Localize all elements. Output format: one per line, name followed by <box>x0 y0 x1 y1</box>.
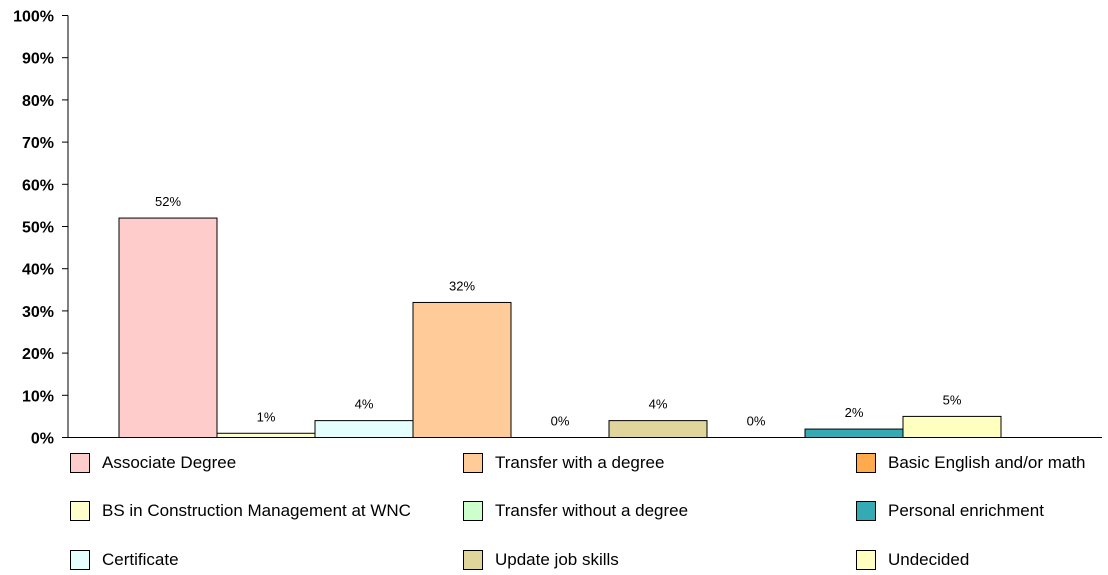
bar <box>118 217 218 438</box>
chart-axes: 0% 10% 20% 30% 40% 50% 60% 70% 80% 90% 100% <box>13 9 1102 448</box>
y-tick-label: 50% <box>22 220 54 237</box>
bar <box>216 432 316 438</box>
data-label: 0% <box>551 414 570 429</box>
y-tick-label: 60% <box>22 177 54 194</box>
y-tick-label: 10% <box>22 388 54 405</box>
bar <box>608 420 708 438</box>
y-tick-label: 30% <box>22 304 54 321</box>
data-label: 0% <box>747 414 766 429</box>
chart-bars <box>118 217 1002 438</box>
y-tick-label: 90% <box>22 51 54 68</box>
y-tick-label: 100% <box>13 9 54 26</box>
data-label: 52% <box>155 194 181 209</box>
y-tick-label: 40% <box>22 262 54 279</box>
data-label: 5% <box>943 392 962 407</box>
y-tick-label: 80% <box>22 93 54 110</box>
bar <box>804 428 904 438</box>
bar <box>902 415 1002 438</box>
chart-data-labels: 52% 1% 4% 32% 0% 4% 0% 2% 5% <box>155 194 962 428</box>
data-label: 2% <box>845 405 864 420</box>
y-tick-label: 70% <box>22 135 54 152</box>
y-tick-label: 20% <box>22 346 54 363</box>
bar <box>412 301 512 438</box>
data-label: 1% <box>257 409 276 424</box>
bar <box>314 420 414 438</box>
data-label: 4% <box>355 397 374 412</box>
y-tick-label: 0% <box>31 431 54 448</box>
data-label: 4% <box>649 397 668 412</box>
data-label: 32% <box>449 278 475 293</box>
